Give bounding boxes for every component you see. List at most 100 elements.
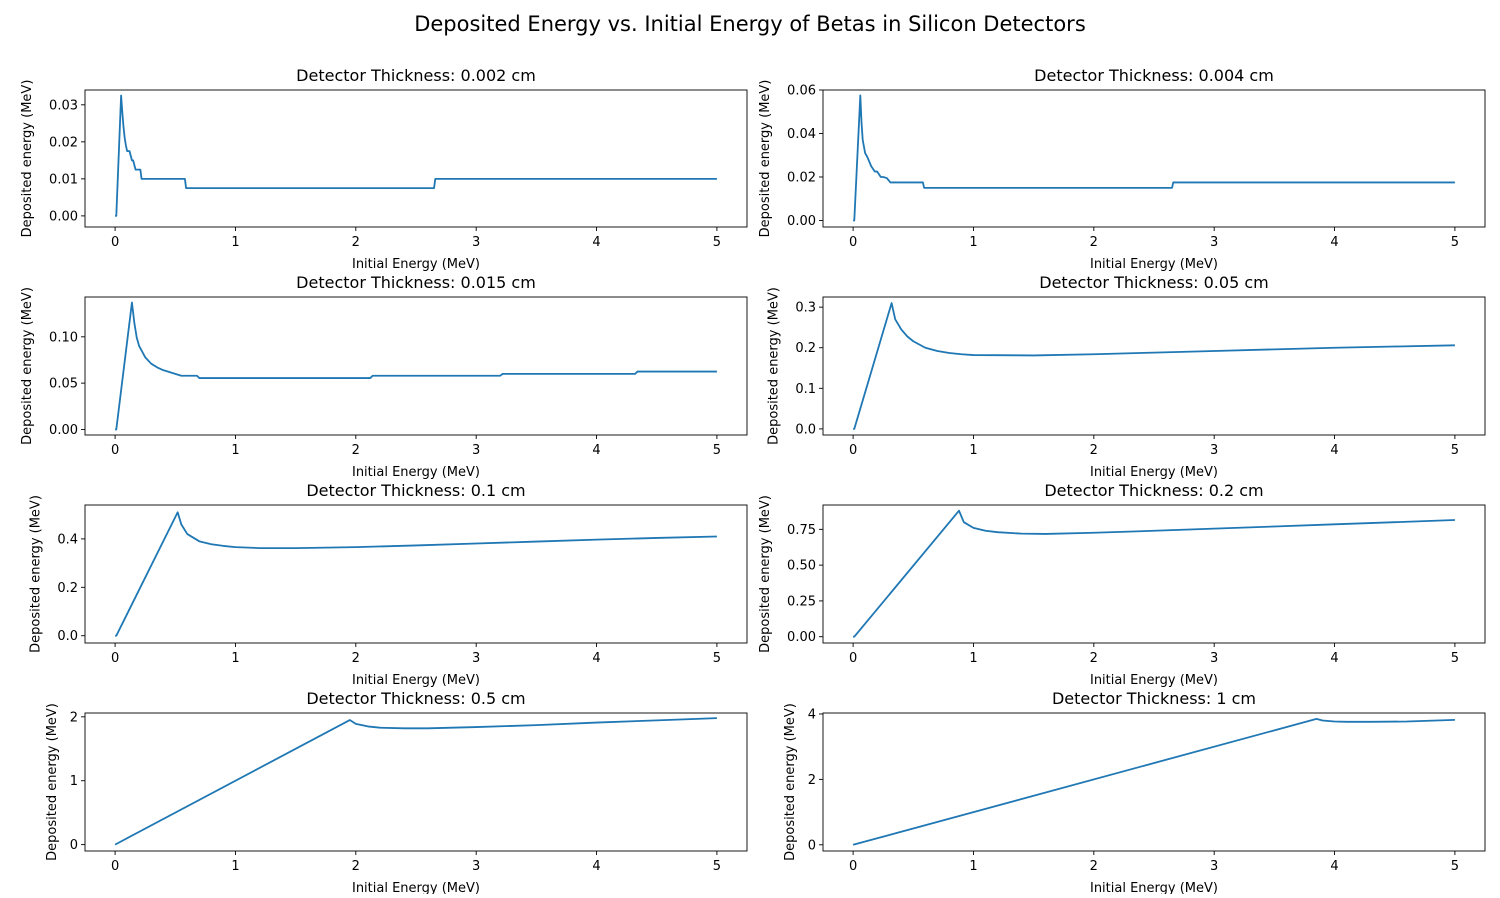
x-tick-label: 5 (713, 651, 721, 666)
x-tick-label: 1 (969, 443, 977, 458)
x-tick-label: 1 (969, 651, 977, 666)
data-line (852, 717, 1455, 846)
x-tick-label: 2 (352, 235, 360, 250)
y-tick-label: 0.01 (49, 172, 78, 187)
y-tick-label: 0.0 (57, 629, 78, 644)
x-tick-label: 1 (231, 443, 239, 458)
x-tick-label: 0 (849, 235, 857, 250)
x-tick-label: 2 (352, 859, 360, 874)
y-tick-label: 0.06 (787, 84, 816, 99)
x-tick-label: 0 (849, 651, 857, 666)
subplot-title: Detector Thickness: 0.1 cm (306, 481, 525, 500)
x-tick-label: 3 (1210, 859, 1218, 874)
data-line (853, 509, 1455, 638)
x-tick-label: 2 (1090, 859, 1098, 874)
y-axis-label: Deposited energy (MeV) (20, 287, 35, 445)
y-tick-label: 0.02 (49, 135, 78, 150)
data-line (115, 94, 717, 217)
y-tick-label: 0.50 (787, 559, 816, 574)
x-tick-label: 3 (472, 235, 480, 250)
y-axis-label: Deposited energy (MeV) (758, 495, 773, 653)
axes-frame (84, 712, 748, 852)
y-tick-label: 0.02 (787, 170, 816, 185)
axes-frame (822, 296, 1486, 436)
y-tick-label: 0.00 (49, 209, 78, 224)
y-tick-label: 0.04 (787, 127, 816, 142)
y-tick-label: 0.00 (787, 214, 816, 229)
x-tick-label: 3 (472, 651, 480, 666)
x-tick-label: 3 (1210, 651, 1218, 666)
y-axis-label: Deposited energy (MeV) (20, 80, 35, 238)
y-tick-label: 0.25 (787, 594, 816, 609)
x-tick-label: 0 (849, 443, 857, 458)
axes-frame (84, 504, 748, 644)
x-tick-label: 4 (592, 443, 600, 458)
y-tick-label: 0.03 (49, 98, 78, 113)
y-tick-label: 0 (70, 838, 78, 853)
x-tick-label: 2 (352, 651, 360, 666)
subplot-title: Detector Thickness: 0.5 cm (306, 689, 525, 708)
y-tick-label: 0.3 (795, 301, 816, 316)
x-tick-label: 2 (1090, 651, 1098, 666)
subplot-7: Detector Thickness: 0.5 cm 0 1 2 3 4 5 0 1 2 Initi… (45, 689, 748, 896)
y-tick-label: 0.00 (787, 630, 816, 645)
x-axis-label: Initial Energy (MeV) (352, 673, 480, 688)
subplot-6: Detector Thickness: 0.2 cm 0 1 2 3 4 5 0.00 0.25… (758, 481, 1486, 688)
y-tick-label: 0.2 (795, 341, 816, 356)
y-axis-label: Deposited energy (MeV) (766, 287, 781, 445)
subplot-title: Detector Thickness: 0.05 cm (1039, 273, 1268, 292)
x-tick-label: 0 (849, 859, 857, 874)
x-tick-label: 2 (352, 443, 360, 458)
y-axis-label: Deposited energy (MeV) (45, 703, 60, 861)
x-tick-label: 3 (1210, 443, 1218, 458)
x-tick-label: 4 (1330, 235, 1338, 250)
x-tick-label: 0 (111, 651, 119, 666)
x-axis-label: Initial Energy (MeV) (352, 257, 480, 272)
x-tick-label: 1 (231, 235, 239, 250)
y-tick-label: 0.00 (49, 423, 78, 438)
x-tick-label: 4 (592, 235, 600, 250)
x-tick-label: 0 (111, 859, 119, 874)
y-tick-label: 1 (70, 774, 78, 789)
y-tick-label: 0 (808, 838, 816, 853)
y-tick-label: 0.75 (787, 523, 816, 538)
y-tick-label: 0.1 (795, 382, 816, 397)
x-tick-label: 5 (1451, 651, 1459, 666)
axes-frame (822, 89, 1486, 228)
axes-frame (822, 712, 1486, 852)
x-tick-label: 1 (969, 859, 977, 874)
x-axis-label: Initial Energy (MeV) (352, 881, 480, 894)
y-axis-label: Deposited energy (MeV) (758, 80, 773, 238)
x-tick-label: 3 (1210, 235, 1218, 250)
x-axis-label: Initial Energy (MeV) (1090, 257, 1218, 272)
y-axis-label: Deposited energy (MeV) (783, 703, 798, 861)
y-tick-label: 0.05 (49, 377, 78, 392)
subplot-1: Detector Thickness: 0.002 cm 0 1 2 3 4 5 0.00 0.… (20, 66, 748, 272)
x-axis-label: Initial Energy (MeV) (1090, 673, 1218, 688)
y-tick-label: 4 (808, 707, 816, 722)
x-tick-label: 1 (231, 651, 239, 666)
y-tick-label: 0.0 (795, 422, 816, 437)
subplot-title: Detector Thickness: 0.002 cm (296, 66, 536, 85)
x-tick-label: 3 (472, 859, 480, 874)
x-axis-label: Initial Energy (MeV) (1090, 881, 1218, 894)
x-tick-label: 2 (1090, 235, 1098, 250)
data-line (853, 302, 1455, 430)
subplot-title: Detector Thickness: 0.015 cm (296, 273, 536, 292)
x-tick-label: 1 (969, 235, 977, 250)
data-line (115, 301, 717, 431)
x-tick-label: 5 (1451, 235, 1459, 250)
x-tick-label: 5 (713, 443, 721, 458)
subplot-3: Detector Thickness: 0.015 cm 0 1 2 3 4 5 0.00 0.… (20, 273, 748, 480)
y-axis-label: Deposited energy (MeV) (28, 495, 43, 653)
data-line (853, 94, 1455, 222)
x-tick-label: 4 (592, 651, 600, 666)
subplot-2: Detector Thickness: 0.004 cm 0 1 2 3 4 5 0.00 0.… (758, 66, 1486, 272)
x-tick-label: 5 (713, 859, 721, 874)
x-axis-label: Initial Energy (MeV) (352, 465, 480, 480)
y-tick-label: 2 (70, 710, 78, 725)
x-tick-label: 4 (1330, 443, 1338, 458)
subplot-title: Detector Thickness: 0.004 cm (1034, 66, 1274, 85)
